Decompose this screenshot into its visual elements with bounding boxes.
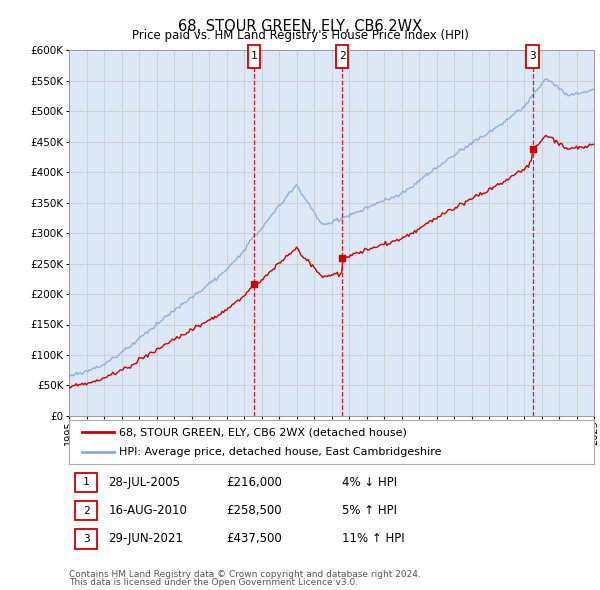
- Text: Price paid vs. HM Land Registry's House Price Index (HPI): Price paid vs. HM Land Registry's House …: [131, 30, 469, 42]
- Bar: [248, 45, 260, 68]
- Text: 11% ↑ HPI: 11% ↑ HPI: [342, 532, 404, 546]
- Text: £437,500: £437,500: [227, 532, 282, 546]
- Bar: [336, 45, 349, 68]
- Text: 1: 1: [83, 477, 90, 487]
- Text: 16-AUG-2010: 16-AUG-2010: [109, 504, 187, 517]
- Text: 68, STOUR GREEN, ELY, CB6 2WX: 68, STOUR GREEN, ELY, CB6 2WX: [178, 19, 422, 34]
- Bar: [254, 50, 343, 416]
- Text: This data is licensed under the Open Government Licence v3.0.: This data is licensed under the Open Gov…: [69, 578, 358, 587]
- Text: 4% ↓ HPI: 4% ↓ HPI: [342, 476, 397, 489]
- Text: 3: 3: [529, 51, 536, 61]
- Text: 3: 3: [83, 534, 90, 544]
- Text: Contains HM Land Registry data © Crown copyright and database right 2024.: Contains HM Land Registry data © Crown c…: [69, 571, 421, 579]
- Bar: [526, 45, 539, 68]
- Text: 68, STOUR GREEN, ELY, CB6 2WX (detached house): 68, STOUR GREEN, ELY, CB6 2WX (detached …: [119, 428, 407, 437]
- Text: 28-JUL-2005: 28-JUL-2005: [109, 476, 181, 489]
- Text: 2: 2: [83, 506, 90, 516]
- Bar: [76, 501, 97, 520]
- Text: 2: 2: [339, 51, 346, 61]
- Bar: [76, 473, 97, 492]
- Text: 5% ↑ HPI: 5% ↑ HPI: [342, 504, 397, 517]
- Text: HPI: Average price, detached house, East Cambridgeshire: HPI: Average price, detached house, East…: [119, 447, 442, 457]
- Text: 29-JUN-2021: 29-JUN-2021: [109, 532, 183, 546]
- Bar: [76, 529, 97, 549]
- Text: £216,000: £216,000: [227, 476, 283, 489]
- Text: 1: 1: [251, 51, 257, 61]
- Text: £258,500: £258,500: [227, 504, 282, 517]
